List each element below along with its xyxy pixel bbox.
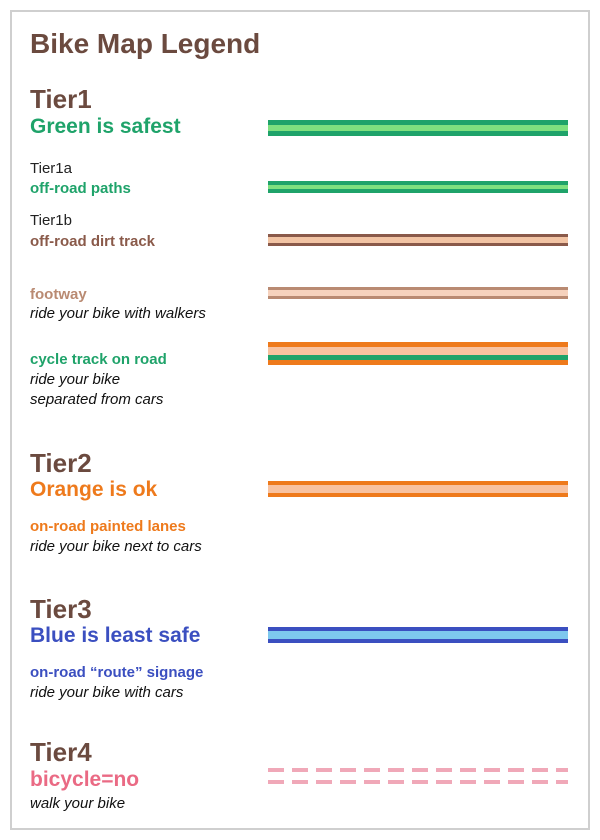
painted-lanes-name: on-road painted lanes xyxy=(30,518,186,535)
cycle-track-desc-line2: separated from cars xyxy=(30,391,164,408)
tier2-label: Tier2 xyxy=(30,448,92,478)
tier1b-label: Tier1b xyxy=(30,212,72,229)
route-signage-name: on-road “route” signage xyxy=(30,664,204,681)
tier1a-label: Tier1a xyxy=(30,160,72,177)
tier1-label: Tier1 xyxy=(30,84,92,114)
tier4-label: Tier4 xyxy=(30,737,92,767)
tier4-dashed-line-swatch xyxy=(268,768,568,784)
tier1b-line-swatch xyxy=(268,234,568,246)
legend-card: Bike Map Legend Tier1 Green is safest Ti… xyxy=(10,10,590,830)
cycle-track-line-swatch xyxy=(268,342,568,365)
tier1-heading: Green is safest xyxy=(30,115,181,138)
tier3-label: Tier3 xyxy=(30,594,92,624)
tier3-heading: Blue is least safe xyxy=(30,624,201,647)
tier1a-name: off-road paths xyxy=(30,180,131,197)
tier1b-name: off-road dirt track xyxy=(30,233,156,250)
tier1a-line-swatch xyxy=(268,181,568,193)
route-signage-desc: ride your bike with cars xyxy=(30,684,184,701)
footway-line-swatch xyxy=(268,287,568,299)
tier4-heading: bicycle=no xyxy=(30,768,140,791)
footway-desc: ride your bike with walkers xyxy=(30,305,206,322)
tier2-heading: Orange is ok xyxy=(30,478,158,501)
footway-name: footway xyxy=(30,286,87,303)
tier3-line-swatch xyxy=(268,627,568,643)
legend-title: Bike Map Legend xyxy=(30,28,261,59)
painted-lanes-desc: ride your bike next to cars xyxy=(30,538,202,555)
tier2-line-swatch xyxy=(268,481,568,497)
cycle-track-name: cycle track on road xyxy=(30,351,167,368)
cycle-track-desc-line1: ride your bike xyxy=(30,371,121,388)
tier1-line-swatch xyxy=(268,120,568,136)
tier4-desc: walk your bike xyxy=(30,795,126,812)
